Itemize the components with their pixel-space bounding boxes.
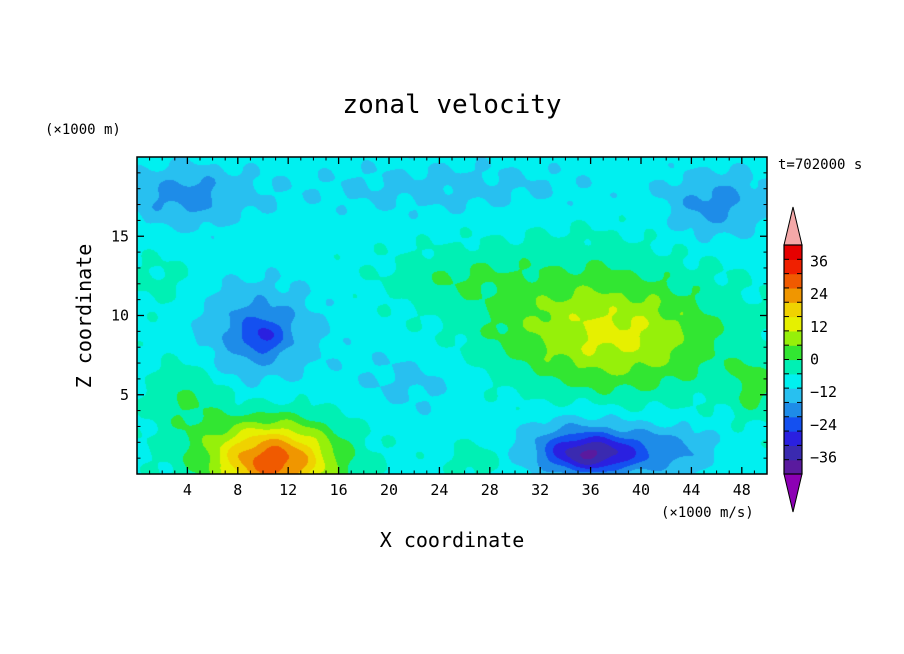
x-tick-label: 8 [233, 481, 242, 499]
colorbar-band [784, 345, 802, 361]
colorbar-label: −12 [810, 383, 837, 401]
colorbar-label: −36 [810, 449, 837, 467]
colorbar-label: 0 [810, 351, 819, 369]
x-axis-label: X coordinate [380, 528, 525, 552]
colorbar-label: −24 [810, 416, 837, 434]
y-tick-label: 5 [120, 386, 129, 404]
x-tick-label: 12 [279, 481, 297, 499]
colorbar-band [784, 373, 802, 389]
x-tick-label: 24 [430, 481, 448, 499]
x-unit-label: (×1000 m/s) [661, 505, 754, 521]
colorbar-band [784, 416, 802, 432]
x-tick-label: 48 [733, 481, 751, 499]
x-tick-label: 28 [481, 481, 499, 499]
y-tick-label: 10 [111, 307, 129, 325]
colorbar-band [784, 316, 802, 332]
colorbar-band [784, 388, 802, 404]
colorbar-band [784, 302, 802, 318]
colorbar-label: 36 [810, 252, 828, 270]
colorbar-band [784, 287, 802, 303]
colorbar-band [784, 273, 802, 289]
x-tick-label: 16 [330, 481, 348, 499]
colorbar: 36 24 12 0 −12 −24 −36 [783, 206, 837, 513]
chart-title: zonal velocity [342, 90, 561, 120]
y-axis-ticks: 5 10 15 [111, 172, 767, 459]
colorbar-band [784, 245, 802, 260]
x-tick-label: 32 [531, 481, 549, 499]
colorbar-band [784, 330, 802, 346]
x-tick-label: 20 [380, 481, 398, 499]
colorbar-over-arrow [783, 206, 803, 246]
colorbar-band [784, 259, 802, 275]
colorbar-band [784, 431, 802, 446]
colorbar-label: 12 [810, 318, 828, 336]
colorbar-band [784, 459, 802, 475]
contour-field-image [137, 157, 767, 474]
x-tick-label: 40 [632, 481, 650, 499]
colorbar-label: 24 [810, 285, 828, 303]
x-tick-label: 4 [183, 481, 192, 499]
y-tick-label: 15 [111, 227, 129, 245]
colorbar-band [784, 359, 802, 375]
x-tick-label: 36 [582, 481, 600, 499]
colorbar-band [784, 445, 802, 461]
colorbar-under-arrow [783, 473, 803, 513]
x-tick-label: 44 [682, 481, 700, 499]
y-axis-label: Z coordinate [72, 244, 96, 389]
colorbar-band [784, 402, 802, 418]
contour-field [137, 157, 767, 474]
time-label: t=702000 s [778, 157, 862, 173]
x-axis-ticks: 4 8 12 16 20 24 28 32 36 40 44 48 [149, 157, 755, 499]
y-unit-label: (×1000 m) [45, 122, 121, 138]
